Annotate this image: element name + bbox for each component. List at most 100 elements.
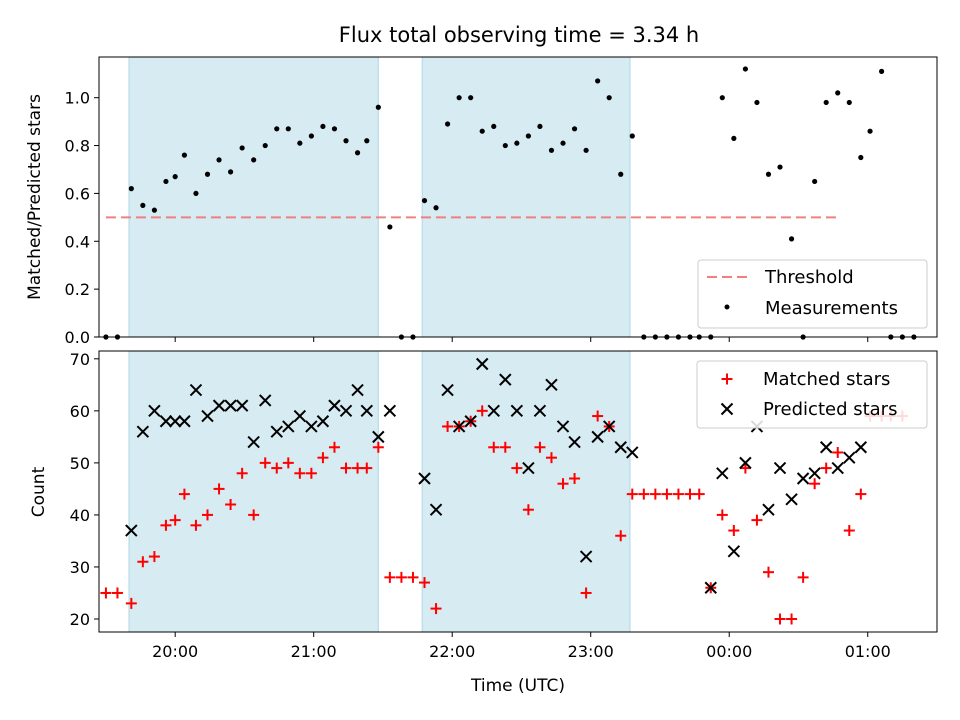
predicted-star-point	[854, 441, 868, 454]
measurement-point	[364, 138, 370, 144]
measurement-point	[354, 150, 361, 156]
legend-predicted-label: Predicted stars	[763, 399, 897, 420]
chart-title: Flux total observing time = 3.34 h	[339, 23, 699, 47]
x-marker-b	[259, 394, 272, 407]
measurement-point	[595, 78, 601, 84]
predicted-star-point	[351, 383, 364, 397]
x-marker-b	[224, 399, 237, 412]
predicted-star-point	[148, 404, 161, 418]
matched-star-point	[202, 509, 214, 521]
x-tick-label: 22:00	[429, 642, 475, 661]
observing-interval	[421, 350, 631, 633]
measurement-point	[846, 99, 852, 106]
matched-star-point	[476, 405, 488, 417]
x-marker-b	[626, 446, 639, 459]
measurement-point	[583, 147, 589, 153]
matched-star-point	[534, 441, 546, 453]
matched-star-point	[137, 556, 149, 568]
x-marker-b	[568, 435, 581, 449]
matched-star-point	[580, 587, 592, 599]
x-marker-b	[235, 399, 249, 412]
x-marker-b	[360, 404, 373, 418]
predicted-star-point	[464, 415, 477, 428]
bottom-axes-frame	[98, 350, 938, 633]
predicted-star-point	[476, 357, 489, 371]
x-marker-b	[762, 503, 775, 516]
measurement-points	[103, 66, 917, 340]
measurement-point	[163, 178, 169, 185]
x-marker-b	[282, 420, 295, 433]
measurement-point	[491, 123, 497, 130]
x-tick-label: 20:00	[152, 642, 198, 661]
x-marker-b	[704, 581, 717, 594]
x-marker-b	[372, 430, 385, 444]
measurement-point	[835, 90, 841, 96]
measurement-point	[788, 236, 795, 242]
predicted-star-point	[328, 399, 341, 412]
x-marker-b	[351, 383, 364, 397]
matched-star-point	[148, 551, 160, 563]
measurement-point	[823, 99, 829, 106]
x-marker-b	[533, 404, 547, 418]
measurement-point	[239, 145, 245, 151]
x-marker-b	[739, 456, 752, 470]
x-marker-b	[429, 503, 443, 516]
matched-star-point	[649, 488, 661, 500]
predicted-star-point	[545, 378, 558, 392]
predicted-star-point	[259, 394, 272, 407]
matched-star-point	[774, 613, 786, 625]
measurement-point	[742, 66, 748, 72]
matched-star-point	[125, 597, 137, 609]
x-marker-b	[418, 472, 431, 485]
predicted-star-point	[591, 430, 604, 444]
matched-star-point	[797, 571, 809, 583]
matched-star-point	[328, 441, 340, 453]
predicted-star-point	[716, 467, 729, 480]
x-marker-b	[328, 399, 341, 412]
predicted-star-point	[235, 399, 249, 412]
matched-star-point	[384, 571, 396, 583]
predicted-star-point	[360, 404, 373, 418]
matched-star-point	[430, 603, 442, 615]
x-marker-b	[212, 399, 226, 412]
matched-star-point	[407, 571, 419, 583]
bottom-legend-box	[696, 360, 928, 429]
predicted-star-point	[270, 425, 283, 438]
predicted-star-point	[602, 420, 616, 433]
measurement-point	[858, 154, 864, 161]
x-marker-b	[305, 420, 318, 433]
measurement-point	[274, 126, 280, 132]
x-marker-b	[464, 415, 477, 428]
matched-star-point	[739, 462, 751, 474]
predicted-star-point	[168, 415, 182, 428]
measurement-point	[878, 68, 885, 74]
matched-star-point	[615, 530, 627, 542]
top-panel: 0.0 0.2 0.4 0.6 0.8 1.0 Matched/Predicted sta…	[25, 56, 938, 347]
matched-star-point	[762, 566, 774, 578]
matched-star-point	[213, 483, 225, 495]
x-marker-b	[148, 404, 161, 418]
measurement-point	[343, 138, 349, 144]
measurement-point	[812, 178, 818, 185]
bottom-panel: 20 30 40 50 60 70 20:00 21:00 22:00 23:00 00:00 01…	[29, 350, 938, 696]
x-tick-label: 00:00	[706, 642, 752, 661]
observing-interval	[128, 350, 379, 633]
matched-star-point	[259, 457, 271, 469]
predicted-star-point	[125, 524, 138, 537]
legend-plus-marker	[721, 373, 733, 385]
measurement-point	[765, 171, 772, 177]
x-marker-b	[808, 467, 821, 480]
measurement-point	[629, 133, 635, 139]
y-tick-label: 0.0	[65, 328, 90, 347]
observing-interval	[128, 56, 379, 338]
measurement-point	[514, 140, 520, 146]
predicted-star-point	[487, 404, 500, 418]
matched-star-point	[442, 420, 454, 432]
x-marker-b	[556, 420, 570, 433]
measurement-point	[548, 147, 555, 153]
predicted-stars-points	[125, 357, 868, 594]
legend-threshold-label: Threshold	[764, 267, 854, 288]
predicted-star-point	[282, 420, 295, 433]
x-marker-b	[602, 420, 616, 433]
matched-star-point	[820, 462, 832, 474]
